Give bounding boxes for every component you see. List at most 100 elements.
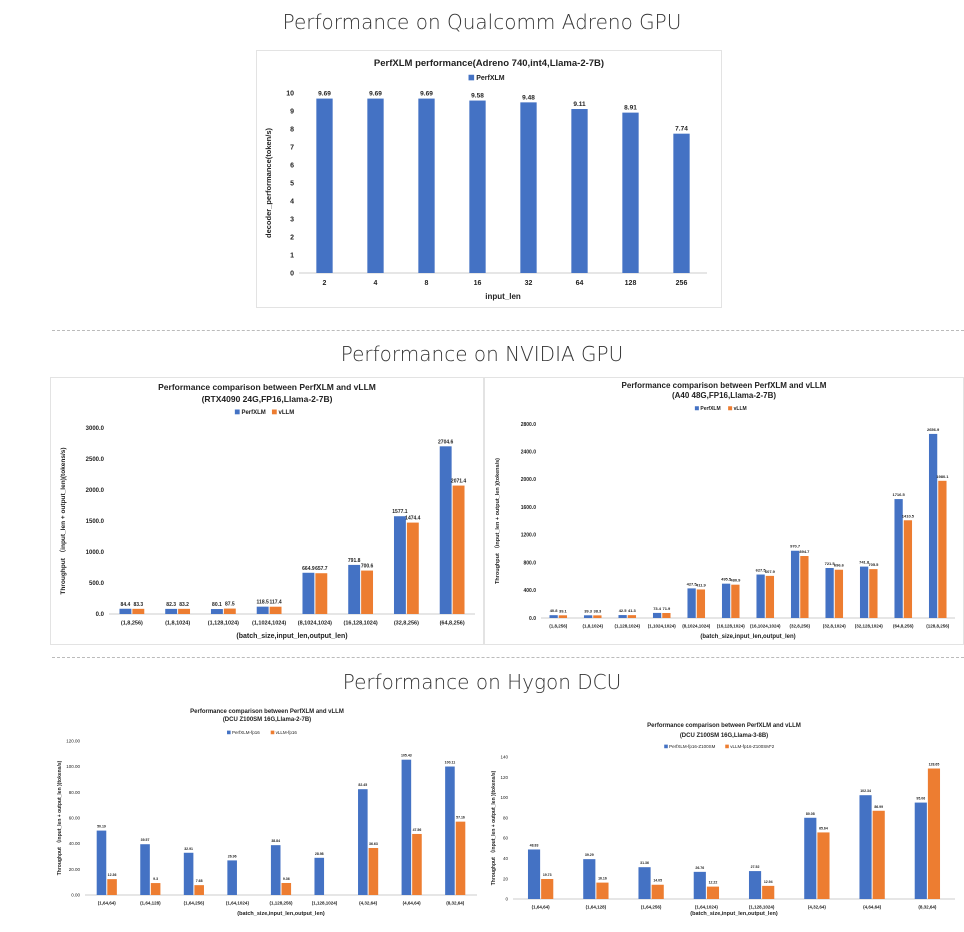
x-tick-label: (1,128,1024) (614, 624, 640, 629)
data-label: 82.3 (166, 602, 176, 608)
legend-label: PerfXLM-fp16 (232, 730, 260, 735)
bar (662, 613, 671, 618)
legend-swatch (728, 406, 733, 411)
data-label: 38.84 (271, 839, 280, 843)
y-tick-label: 2000.0 (86, 488, 105, 494)
data-label: 721.5 (825, 561, 836, 566)
bar (527, 849, 541, 899)
data-label: 12.94 (764, 880, 773, 884)
legend-swatch (725, 744, 729, 749)
y-tick-label: 100 (500, 795, 508, 800)
data-label: 12.36 (108, 873, 117, 877)
y-tick-label: 0.0 (529, 616, 536, 622)
data-label: 1716.5 (892, 492, 905, 497)
bar (227, 860, 237, 895)
data-label: 14.05 (653, 879, 662, 883)
bar (638, 867, 651, 899)
bar (119, 608, 132, 614)
bar (401, 759, 412, 895)
y-tick-label: 400.0 (523, 588, 536, 594)
chart-title: Performance comparison between PerfXLM a… (190, 709, 344, 715)
chart-rtx4090-svg: Performance comparison between PerfXLM a… (59, 382, 475, 640)
x-tick-label: (4,64,64) (403, 901, 422, 906)
data-label: 9.36 (283, 877, 290, 881)
bar (256, 606, 269, 614)
x-tick-label: (64,8,256) (893, 624, 914, 629)
bar (673, 133, 690, 273)
data-label: 73.4 (653, 606, 662, 611)
data-label: 26.76 (695, 866, 704, 870)
data-label: 38.3 (593, 608, 602, 613)
x-tick-label: (1,128,256) (269, 901, 293, 906)
x-tick-label: (8,32,64) (918, 905, 937, 910)
x-tick-label: (8,32,64) (446, 901, 465, 906)
data-label: 16.16 (598, 877, 607, 881)
y-tick-label: 3000.0 (86, 426, 105, 432)
x-tick-label: 64 (576, 280, 584, 287)
bar (571, 109, 588, 273)
bar (903, 520, 913, 618)
data-label: 1474.4 (405, 516, 421, 522)
y-tick-label: 10 (286, 90, 294, 97)
data-label: 105.43 (401, 754, 412, 758)
data-label: 100.11 (445, 761, 456, 765)
data-label: 28.98 (315, 852, 324, 856)
legend-swatch (271, 409, 277, 415)
data-label: 894.7 (799, 549, 810, 554)
data-label: 95.06 (916, 797, 925, 801)
data-label: 36.63 (369, 842, 378, 846)
x-tick-label: (16,128,1024) (344, 621, 378, 627)
x-tick-label: (4,64,64) (863, 905, 882, 910)
y-tick-label: 6 (290, 162, 294, 169)
chart-title: Performance comparison between PerfXLM a… (622, 381, 827, 390)
bar (393, 516, 406, 614)
bar (452, 485, 465, 614)
y-tick-label: 0 (290, 270, 294, 277)
x-axis-label: (batch_size,input_len,output_len) (700, 634, 795, 640)
x-tick-label: (16,1024,1024) (750, 624, 781, 629)
legend-swatch (664, 744, 668, 749)
bar (549, 615, 558, 618)
data-label: 627.5 (756, 568, 767, 573)
bar (928, 433, 938, 618)
x-axis-label: (batch_size,input_len,output_len) (236, 633, 347, 640)
bar (348, 564, 361, 614)
y-tick-label: 2400.0 (521, 449, 537, 455)
bar (96, 830, 107, 895)
y-tick-label: 1600.0 (521, 505, 537, 511)
bar (927, 768, 941, 899)
data-label: 80.1 (212, 602, 222, 608)
x-tick-label: (1,64,128) (140, 901, 161, 906)
chart-subtitle: (DCU Z100SM 16G,Llama-3-8B) (680, 733, 768, 739)
legend-label: vLLM (734, 406, 747, 412)
data-label: 39.57 (141, 838, 150, 842)
data-label: 8.91 (624, 105, 637, 112)
chart-title: Performance comparison between PerfXLM a… (647, 723, 801, 729)
data-label: 27.52 (751, 865, 760, 869)
data-label: 87.5 (225, 602, 235, 608)
data-label: 82.45 (358, 783, 367, 787)
bar (107, 879, 117, 895)
bar (270, 845, 281, 895)
x-tick-label: (128,8,256) (926, 624, 950, 629)
data-label: 40.8 (550, 608, 559, 613)
bar (790, 550, 800, 618)
data-label: 39.29 (585, 853, 594, 857)
bar (731, 584, 740, 618)
bar (593, 615, 602, 618)
y-tick-label: 2500.0 (86, 457, 105, 463)
bar (183, 852, 194, 895)
x-tick-label: (32,8,256) (789, 624, 810, 629)
x-tick-label: (1,64,1024) (695, 905, 719, 910)
x-tick-label: (1,64,256) (641, 905, 662, 910)
y-tick-label: 2000.0 (521, 477, 537, 483)
y-tick-label: 80 (503, 815, 509, 820)
y-tick-label: 1200.0 (521, 533, 537, 539)
y-tick-label: 1 (290, 252, 294, 259)
x-axis-label: input_len (485, 292, 521, 301)
legend-label: vLLM (279, 410, 295, 416)
data-label: 48.83 (530, 843, 539, 847)
x-tick-label: (1,8,1024) (582, 624, 603, 629)
data-label: 705.5 (868, 562, 879, 567)
data-label: 26.96 (228, 854, 237, 858)
